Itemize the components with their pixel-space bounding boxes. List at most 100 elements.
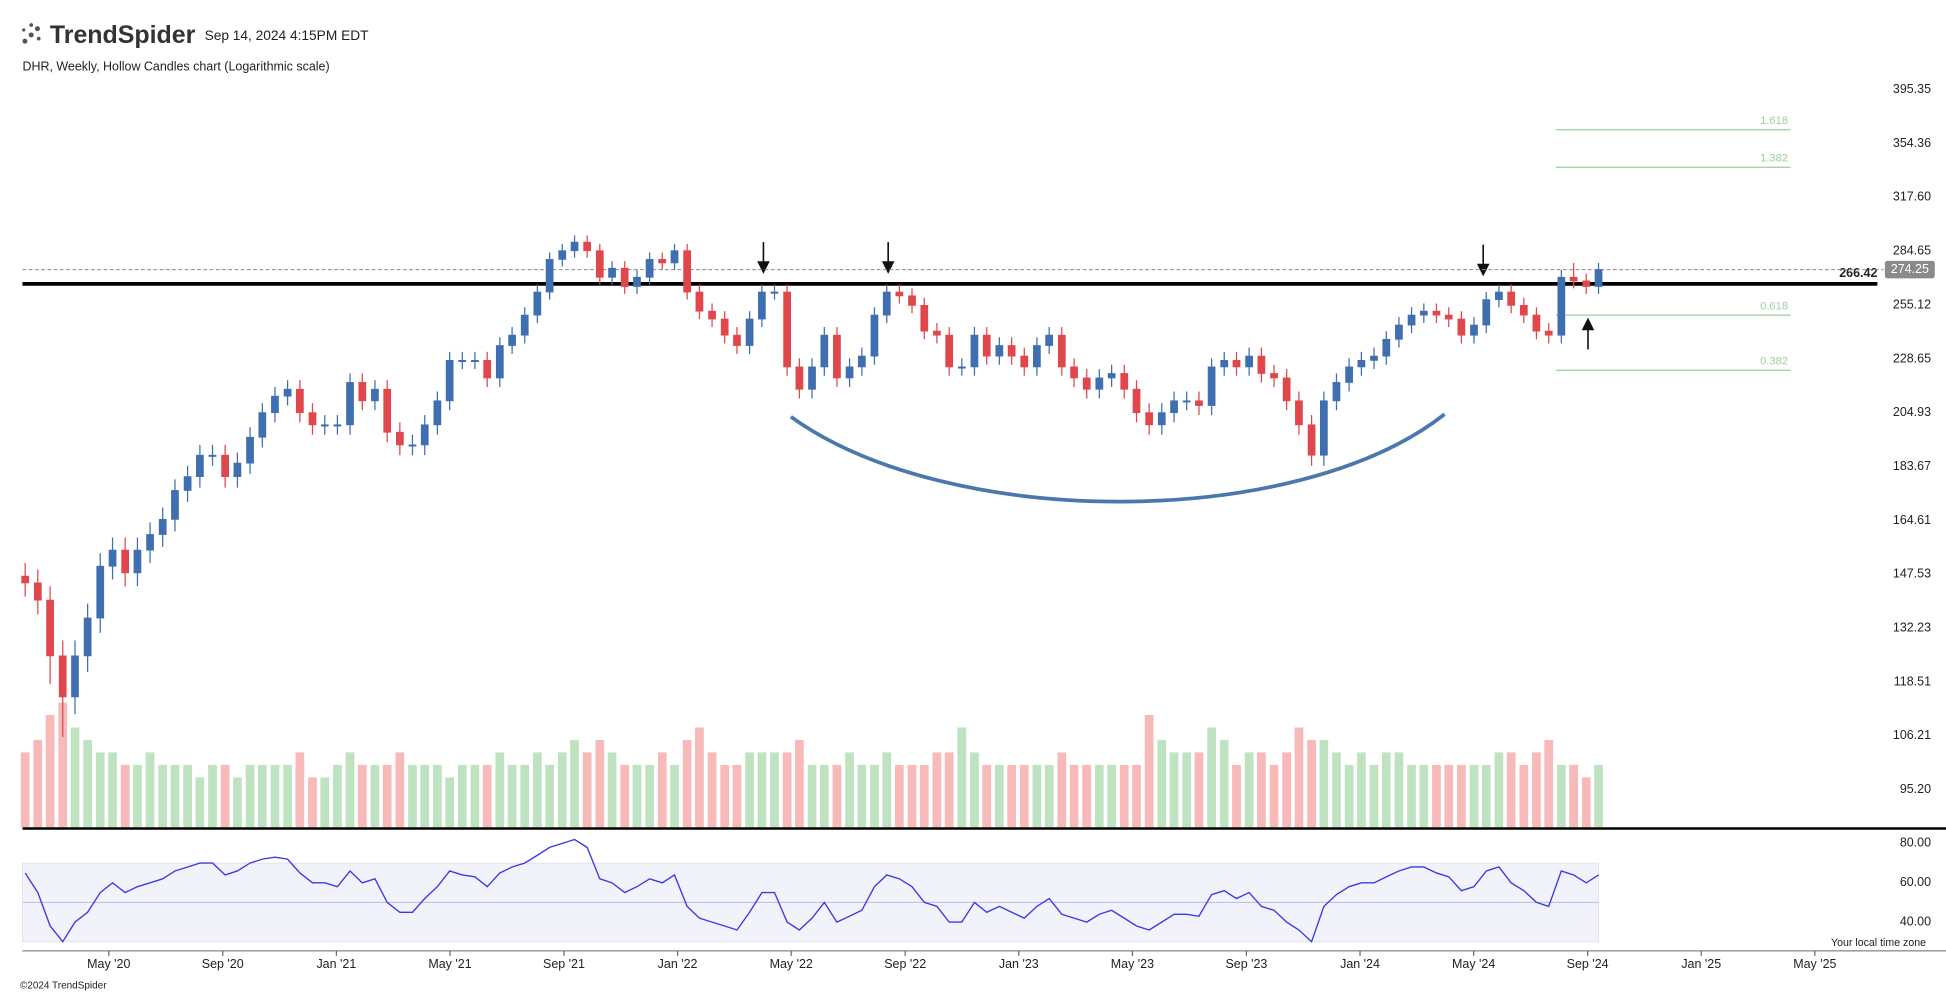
volume-bar	[632, 764, 642, 828]
volume-bar	[1107, 764, 1116, 828]
volume-bar	[1394, 752, 1404, 828]
volume-bar	[657, 752, 667, 828]
volume-bar	[1032, 764, 1042, 828]
volume-bar	[20, 752, 30, 828]
candle-body	[733, 334, 741, 346]
volume-bar	[283, 764, 292, 828]
y-tick-label: 118.51	[1894, 674, 1931, 688]
x-tick-label: May '25	[1793, 957, 1836, 971]
volume-bar	[1332, 752, 1341, 828]
volume-bar	[907, 764, 917, 828]
candle-body	[633, 276, 641, 287]
volume-bar	[1444, 764, 1454, 828]
volume-bar	[695, 727, 704, 828]
volume-bar	[1207, 727, 1216, 828]
volume-bar	[83, 739, 92, 828]
volume-bar	[170, 764, 180, 828]
candle-body	[96, 565, 105, 619]
candle-body	[1319, 400, 1328, 456]
y-tick-label: 204.93	[1893, 405, 1931, 419]
candle-body	[745, 318, 754, 346]
candle-body	[1357, 360, 1366, 368]
candle-body	[833, 334, 841, 379]
candle-body	[1370, 355, 1378, 361]
candle-body	[1033, 345, 1041, 368]
candle-body	[1107, 373, 1116, 379]
candle-body	[570, 241, 579, 252]
candle-body	[445, 360, 454, 402]
volume-bar	[1457, 764, 1466, 828]
candle-body	[320, 424, 329, 427]
volume-bar	[682, 739, 692, 828]
candle-body	[945, 334, 954, 368]
candle-body	[583, 241, 592, 252]
y-tick-label: 132.23	[1893, 621, 1931, 635]
candle-body	[1295, 400, 1303, 426]
candle-body	[408, 444, 417, 447]
logo	[22, 23, 41, 44]
candle-body	[720, 318, 729, 336]
volume-bar	[1381, 752, 1391, 828]
candle-body	[495, 345, 504, 379]
volume-bar	[745, 752, 754, 828]
candle-body	[1195, 400, 1203, 406]
volume-bar	[1432, 764, 1441, 828]
y-tick-label: 284.65	[1893, 244, 1931, 258]
candle-body	[670, 250, 679, 264]
candle-body	[1594, 269, 1603, 287]
volume-bar	[1094, 764, 1104, 828]
volume-bar	[1132, 764, 1141, 828]
volume-bar	[895, 764, 904, 828]
candle-body	[258, 412, 267, 438]
candle-body	[982, 334, 991, 357]
x-tick-label: May '23	[1111, 957, 1154, 971]
volume-bar	[1494, 752, 1504, 828]
volume-bar	[707, 752, 717, 828]
candle-body	[395, 431, 404, 446]
volume-bar	[1581, 777, 1591, 828]
volume-bar	[1219, 739, 1229, 828]
candle-body	[33, 582, 42, 601]
candle-body	[1145, 412, 1154, 426]
candle-body	[346, 382, 354, 426]
candle-body	[857, 355, 866, 368]
candle-body	[1407, 314, 1416, 326]
candle-body	[870, 314, 879, 357]
volume-bar	[220, 764, 230, 828]
candle-body	[920, 304, 929, 332]
volume-bar	[1594, 764, 1603, 828]
candle-body	[121, 549, 130, 574]
candle-body	[970, 334, 979, 368]
candle-body	[933, 330, 941, 336]
volume-bar	[557, 752, 567, 828]
timestamp: Sep 14, 2024 4:15PM EDT	[205, 28, 370, 43]
candle-body	[1082, 377, 1091, 390]
volume-bar	[595, 739, 605, 828]
candle-body	[1157, 412, 1166, 426]
volume-bar	[645, 764, 654, 828]
y-tick-label: 228.65	[1893, 351, 1931, 365]
volume-bar	[770, 752, 779, 828]
candle-body	[1482, 299, 1491, 326]
candle-body	[1120, 373, 1129, 390]
volume-bar	[445, 777, 455, 828]
x-tick-label: May '21	[428, 957, 471, 971]
candle-body	[483, 360, 492, 379]
candle-body	[1257, 355, 1266, 374]
volume-bar	[944, 752, 954, 828]
candle-body	[895, 291, 904, 297]
candle-body	[221, 454, 230, 477]
candle-body	[58, 655, 67, 698]
candle-body	[208, 454, 217, 457]
volume-bar	[845, 752, 854, 828]
volume-bar	[1194, 752, 1204, 828]
candle-body	[1345, 366, 1353, 383]
x-tick-label: Jan '25	[1681, 957, 1721, 971]
volume-bar	[158, 764, 168, 828]
candle-body	[1070, 366, 1078, 379]
candle-body	[1557, 276, 1566, 336]
rsi-tick-label: 40.00	[1900, 914, 1931, 928]
candle-body	[558, 250, 567, 260]
